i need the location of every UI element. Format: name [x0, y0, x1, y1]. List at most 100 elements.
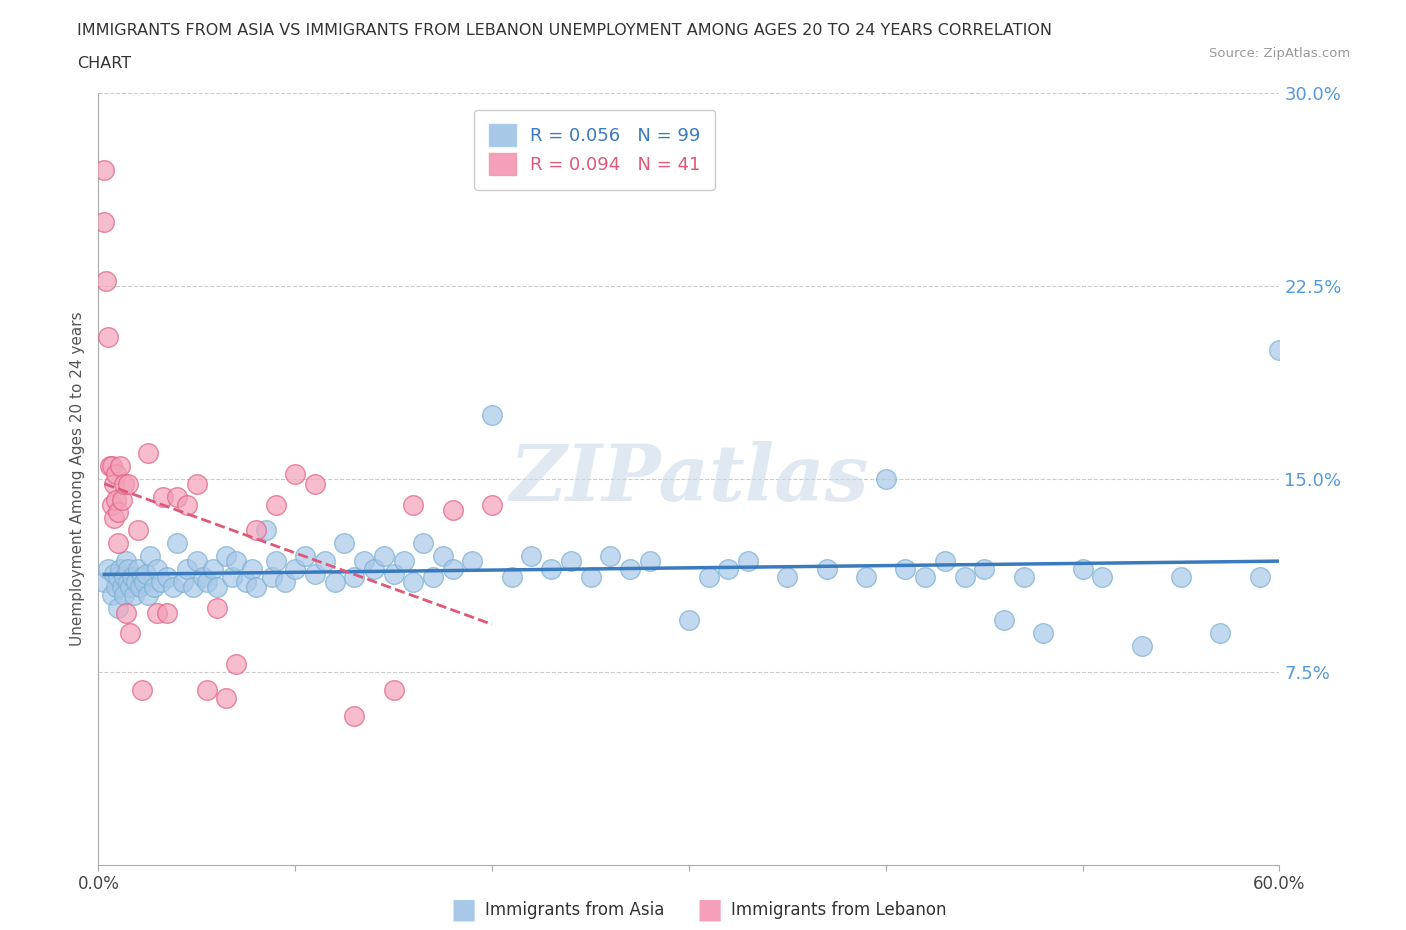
Point	[105, 466, 128, 481]
Point	[142, 579, 165, 594]
Point	[138, 549, 160, 564]
Point	[501, 569, 523, 584]
Point	[717, 562, 740, 577]
Point	[107, 505, 129, 520]
Point	[186, 554, 208, 569]
Point	[1268, 343, 1291, 358]
Point	[93, 163, 115, 178]
Point	[135, 566, 157, 581]
Point	[323, 575, 346, 590]
Point	[122, 588, 145, 603]
Point	[697, 569, 720, 584]
Point	[461, 554, 484, 569]
Text: Immigrants from Lebanon: Immigrants from Lebanon	[731, 900, 946, 919]
Point	[195, 683, 218, 698]
Point	[240, 562, 263, 577]
Point	[540, 562, 562, 577]
Point	[441, 502, 464, 517]
Point	[152, 489, 174, 504]
Point	[118, 626, 141, 641]
Point	[520, 549, 543, 564]
Point	[235, 575, 257, 590]
Point	[112, 569, 135, 584]
Point	[121, 569, 143, 584]
Point	[176, 562, 198, 577]
Point	[1249, 569, 1271, 584]
Point	[93, 575, 115, 590]
Point	[441, 562, 464, 577]
Point	[855, 569, 877, 584]
Point	[304, 566, 326, 581]
Point	[131, 683, 153, 698]
Point	[1091, 569, 1114, 584]
Point	[96, 273, 118, 288]
Point	[101, 588, 124, 603]
Point	[117, 477, 139, 492]
Text: ■: ■	[697, 896, 723, 923]
Point	[333, 536, 356, 551]
Point	[579, 569, 602, 584]
Point	[181, 579, 204, 594]
Point	[392, 554, 415, 569]
Point	[146, 562, 169, 577]
Point	[221, 569, 243, 584]
Point	[146, 605, 169, 620]
Point	[402, 498, 425, 512]
Point	[166, 536, 188, 551]
Point	[353, 554, 375, 569]
Point	[107, 600, 129, 615]
Point	[107, 569, 129, 584]
Point	[103, 477, 125, 492]
Point	[186, 477, 208, 492]
Point	[314, 554, 336, 569]
Point	[638, 554, 661, 569]
Point	[274, 575, 297, 590]
Point	[107, 536, 129, 551]
Text: Source: ZipAtlas.com: Source: ZipAtlas.com	[1209, 46, 1350, 60]
Point	[136, 588, 159, 603]
Point	[101, 498, 124, 512]
Point	[993, 613, 1015, 628]
Point	[245, 579, 267, 594]
Point	[166, 489, 188, 504]
Point	[373, 549, 395, 564]
Point	[776, 569, 799, 584]
Point	[953, 569, 976, 584]
Point	[215, 549, 238, 564]
Point	[619, 562, 641, 577]
Point	[1130, 639, 1153, 654]
Point	[914, 569, 936, 584]
Point	[1209, 626, 1232, 641]
Point	[678, 613, 700, 628]
Point	[412, 536, 434, 551]
Point	[101, 458, 124, 473]
Point	[118, 579, 141, 594]
Text: ZIPatlas: ZIPatlas	[509, 441, 869, 517]
Point	[128, 579, 150, 594]
Point	[201, 562, 224, 577]
Point	[93, 214, 115, 229]
Point	[934, 554, 956, 569]
Point	[191, 569, 214, 584]
Point	[363, 562, 385, 577]
Point	[422, 569, 444, 584]
Point	[1170, 569, 1192, 584]
Point	[1071, 562, 1094, 577]
Point	[260, 569, 283, 584]
Point	[131, 569, 153, 584]
Point	[1032, 626, 1054, 641]
Y-axis label: Unemployment Among Ages 20 to 24 years: Unemployment Among Ages 20 to 24 years	[69, 312, 84, 646]
Point	[225, 657, 247, 671]
Point	[117, 562, 139, 577]
Point	[115, 554, 138, 569]
Point	[894, 562, 917, 577]
Point	[176, 498, 198, 512]
Point	[481, 407, 503, 422]
Point	[136, 445, 159, 460]
Point	[112, 588, 135, 603]
Point	[225, 554, 247, 569]
Point	[205, 600, 228, 615]
Point	[127, 562, 149, 577]
Point	[150, 575, 173, 590]
Point	[111, 579, 134, 594]
